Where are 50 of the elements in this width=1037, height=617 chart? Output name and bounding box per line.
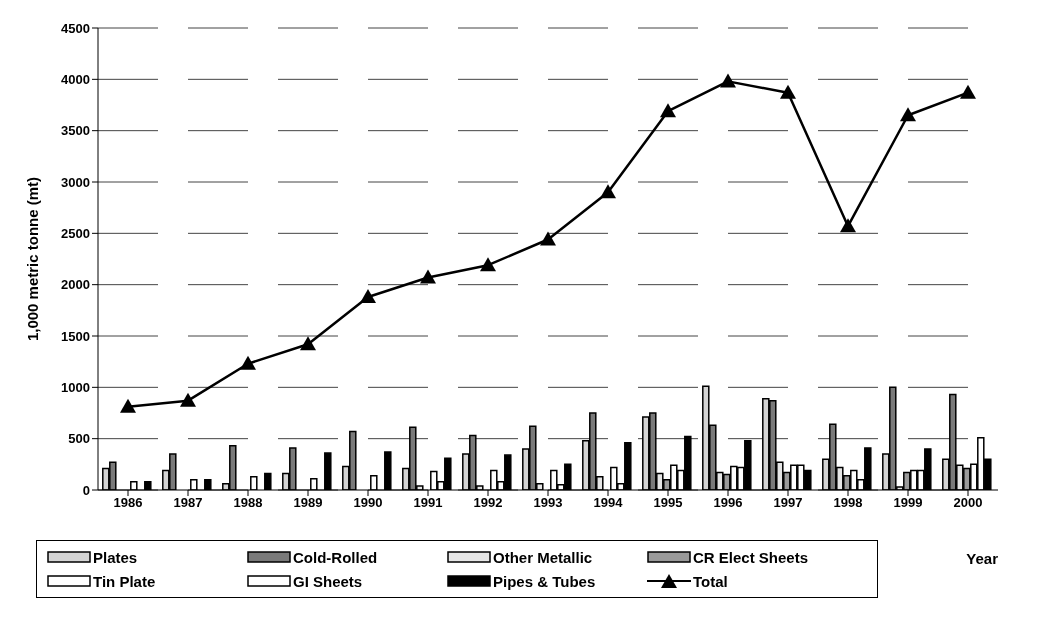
y-tick-label: 1000 — [61, 379, 90, 395]
y-axis-title: 1,000 metric tonne (mt) — [24, 176, 42, 342]
x-tick-label: 1986 — [113, 495, 143, 511]
y-tick-label: 2500 — [61, 225, 90, 241]
point — [240, 355, 256, 370]
legend-label: GI Sheets — [293, 572, 363, 590]
legend-label: Cold-Rolled — [293, 548, 378, 566]
x-tick-label: 1989 — [293, 495, 323, 511]
y-tick-label: 500 — [68, 431, 90, 447]
x-tick-label: 1994 — [593, 495, 624, 511]
legend-label: Plates — [93, 548, 138, 566]
y-tick-label: 0 — [82, 482, 90, 498]
x-tick-label: 1987 — [173, 495, 203, 511]
x-tick-label: 1992 — [473, 495, 503, 511]
x-tick-label: 1990 — [353, 495, 383, 511]
x-axis-title: Year — [966, 550, 999, 567]
point — [300, 336, 316, 351]
legend-label: Pipes & Tubes — [493, 572, 596, 590]
legend-label: Tin Plate — [93, 572, 156, 590]
legend-label: Total — [693, 572, 728, 590]
x-tick-label: 1995 — [653, 495, 683, 511]
point — [840, 218, 856, 233]
legend-label: Other Metallic — [493, 548, 593, 566]
point — [540, 231, 556, 246]
y-tick-label: 2000 — [61, 277, 90, 293]
y-tick-label: 4000 — [61, 71, 90, 87]
point — [660, 103, 676, 118]
x-tick-label: 1991 — [413, 495, 443, 511]
x-tick-label: 1997 — [773, 495, 803, 511]
y-tick-label: 4500 — [61, 20, 90, 36]
point — [360, 288, 376, 303]
x-tick-label: 1999 — [893, 495, 923, 511]
point — [960, 84, 976, 99]
x-tick-label: 1998 — [833, 495, 863, 511]
y-tick-label: 3500 — [61, 123, 90, 139]
point — [120, 398, 136, 413]
point — [420, 269, 436, 284]
point — [600, 184, 616, 199]
point — [720, 73, 736, 88]
point — [780, 84, 796, 99]
point — [900, 107, 916, 122]
x-tick-label: 1996 — [713, 495, 743, 511]
x-tick-label: 2000 — [953, 495, 983, 511]
y-tick-label: 3000 — [61, 174, 90, 190]
x-tick-label: 1988 — [233, 495, 263, 511]
point — [480, 257, 496, 272]
legend-label: CR Elect Sheets — [693, 548, 809, 566]
x-tick-label: 1993 — [533, 495, 563, 511]
point — [180, 392, 196, 407]
y-tick-label: 1500 — [61, 328, 90, 344]
